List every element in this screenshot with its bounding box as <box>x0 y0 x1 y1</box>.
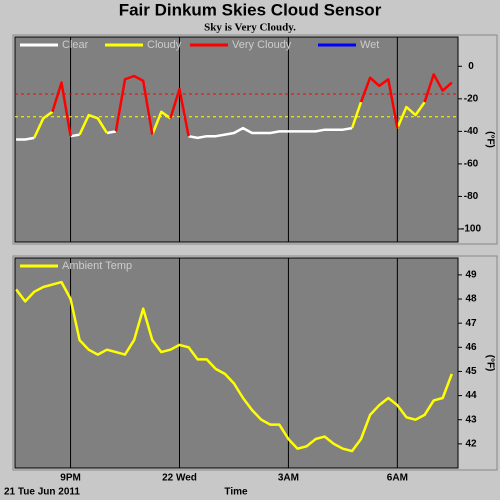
y-tick-label: 42 <box>465 439 477 450</box>
chart-title: Fair Dinkum Skies Cloud Sensor <box>119 0 382 19</box>
date-label: 21 Tue Jun 2011 <box>4 487 80 498</box>
y-tick-label: -100 <box>461 224 481 235</box>
legend-label: Clear <box>62 39 89 51</box>
y-tick-label: 46 <box>465 342 477 353</box>
y-tick-label: -40 <box>464 126 479 137</box>
series-line <box>15 280 453 453</box>
legend-label: Cloudy <box>147 39 182 51</box>
series-line <box>51 73 453 137</box>
y-tick-label: 48 <box>465 294 477 305</box>
x-axis-label: Time <box>224 487 248 498</box>
plot-area <box>14 36 459 243</box>
y-tick-label: 0 <box>468 61 474 72</box>
y-tick-label: 45 <box>465 366 477 377</box>
y-tick-label: -20 <box>464 93 479 104</box>
y-tick-label: 47 <box>465 318 477 329</box>
legend-label: Very Cloudy <box>232 39 292 51</box>
legend-label: Ambient Temp <box>62 260 132 272</box>
legend-label: Wet <box>360 39 379 51</box>
y-axis-label: (°F) <box>484 131 495 148</box>
y-tick-label: -80 <box>464 191 479 202</box>
y-axis-label: (°F) <box>484 355 495 372</box>
y-tick-label: 43 <box>465 414 477 425</box>
y-tick-label: 44 <box>465 390 477 401</box>
plot-area <box>14 257 459 469</box>
x-tick-label: 9PM <box>60 473 81 484</box>
x-tick-label: 6AM <box>387 473 408 484</box>
series-line <box>33 101 426 139</box>
x-tick-label: 22 Wed <box>162 473 197 484</box>
y-tick-label: -60 <box>464 159 479 170</box>
chart-subtitle: Sky is Very Cloudy. <box>204 22 296 34</box>
y-tick-label: 49 <box>465 270 477 281</box>
x-tick-label: 3AM <box>278 473 299 484</box>
